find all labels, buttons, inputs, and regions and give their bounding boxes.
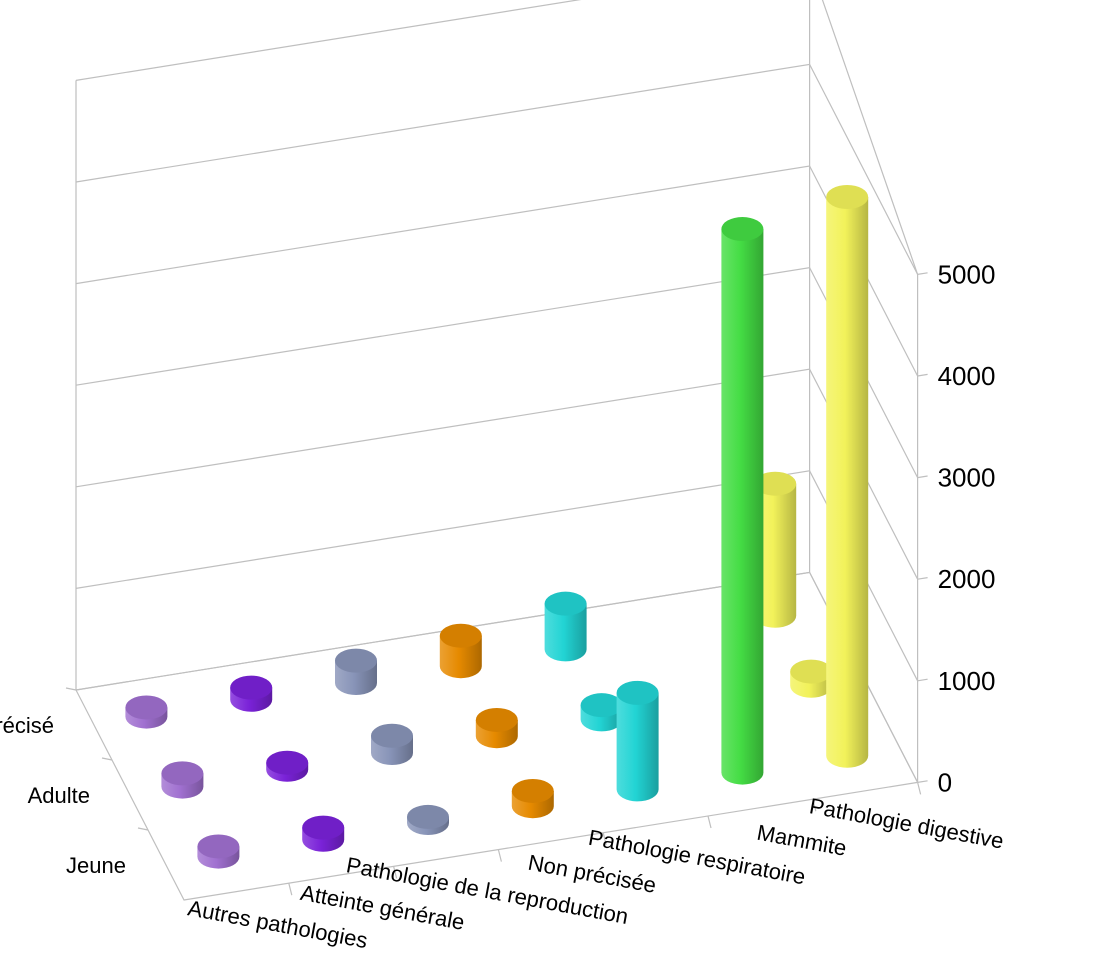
bar-top <box>197 834 240 859</box>
bar-body <box>754 483 797 628</box>
y-tick-label: 2000 <box>938 564 996 594</box>
bar-top <box>754 471 797 496</box>
bar-non-precise-pathologie-de-la-reproduction <box>335 648 377 695</box>
gridline <box>75 368 919 580</box>
y-tick-label: 0 <box>938 767 952 797</box>
bar-adulte-pathologie-de-la-reproduction <box>371 723 413 765</box>
x-tick-mark <box>602 832 607 845</box>
x-tick-mark <box>812 799 817 812</box>
bar-adulte-autres-pathologies <box>161 761 204 799</box>
series-tick-mark <box>65 687 77 691</box>
gridline <box>75 63 919 275</box>
x-tick-mark <box>497 849 502 862</box>
bar-top <box>407 804 449 829</box>
bar-top <box>439 623 482 648</box>
bar-top <box>511 778 554 803</box>
bar-adulte-non-precisee <box>475 707 518 749</box>
bar-top <box>790 659 833 684</box>
bar-non-precise-pathologie-respiratoire <box>544 591 587 662</box>
bar-top <box>544 591 587 616</box>
y-tick-mark <box>917 780 928 783</box>
gridline <box>75 266 919 478</box>
bar-jeune-mammite <box>721 217 764 785</box>
bar-jeune-atteinte-generale <box>302 815 345 852</box>
series-label-non-precise: Non précisé <box>0 713 54 738</box>
bar-top <box>266 750 309 775</box>
y-tick-label: 3000 <box>938 463 996 493</box>
bar-body <box>721 229 764 785</box>
y-tick-mark <box>917 678 928 682</box>
bar-top <box>161 761 204 786</box>
bar-top <box>371 723 413 748</box>
bar-top <box>302 815 345 840</box>
gridline <box>75 165 919 377</box>
chart-floor <box>75 571 919 901</box>
wall-edge <box>75 0 582 81</box>
bar-adulte-pathologie-respiratoire <box>580 693 623 732</box>
x-tick-mark <box>707 815 712 829</box>
bar-body <box>826 197 869 768</box>
bar-non-precise-pathologie-digestive <box>754 471 797 628</box>
floor-outline <box>75 571 919 901</box>
x-tick-mark <box>917 782 922 795</box>
bar-top <box>580 693 623 718</box>
bar-jeune-pathologie-digestive <box>826 185 869 768</box>
chart-walls <box>75 0 919 783</box>
bar-non-precise-autres-pathologies <box>125 695 168 729</box>
bar-body <box>439 635 482 679</box>
bars <box>125 185 869 869</box>
bar-jeune-pathologie-de-la-reproduction <box>407 804 449 835</box>
bar-top <box>335 648 377 673</box>
series-tick-mark <box>137 827 149 831</box>
x-tick-mark <box>393 866 398 879</box>
y-tick-label: 4000 <box>938 361 996 391</box>
wall-edge <box>821 0 919 275</box>
bar-jeune-pathologie-respiratoire <box>616 680 659 802</box>
y-tick-label: 5000 <box>938 259 996 289</box>
bar-adulte-pathologie-digestive <box>790 659 833 698</box>
bar-non-precise-non-precisee <box>439 623 482 679</box>
bar-top <box>721 217 764 242</box>
bar-adulte-atteinte-generale <box>266 750 309 782</box>
gridline <box>75 470 919 682</box>
y-tick-mark <box>917 272 928 275</box>
x-category-label-mammite: Mammite <box>755 820 848 861</box>
bar-body <box>544 603 587 662</box>
bar-non-precise-atteinte-generale <box>230 675 273 712</box>
bar-jeune-non-precisee <box>511 778 554 819</box>
series-label-jeune: Jeune <box>66 853 126 878</box>
y-tick-label: 1000 <box>938 666 996 696</box>
bar-top <box>616 680 659 705</box>
y-tick-mark <box>917 373 928 377</box>
bar-top <box>125 695 168 720</box>
bar-body <box>616 692 659 802</box>
y-tick-mark <box>917 577 928 580</box>
series-label-adulte: Adulte <box>28 783 90 808</box>
bar-top <box>475 707 518 732</box>
y-tick-mark <box>917 475 928 479</box>
series-tick-mark <box>101 757 113 761</box>
x-tick-mark <box>288 883 293 896</box>
bar-top <box>826 185 869 209</box>
bar-top <box>230 675 273 700</box>
bar-jeune-autres-pathologies <box>197 834 240 869</box>
